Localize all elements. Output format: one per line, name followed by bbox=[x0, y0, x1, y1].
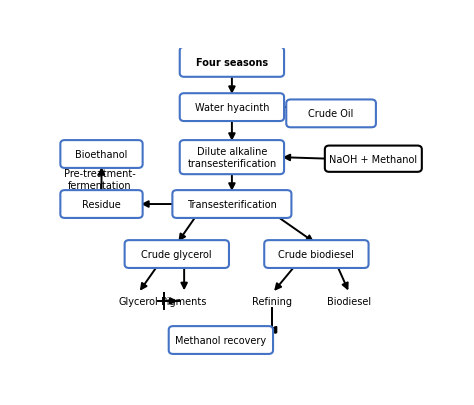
Text: Four seasons: Four seasons bbox=[196, 58, 268, 68]
FancyBboxPatch shape bbox=[180, 94, 284, 122]
FancyBboxPatch shape bbox=[60, 191, 143, 218]
Text: Pigments: Pigments bbox=[162, 296, 207, 306]
Text: Refining: Refining bbox=[252, 296, 292, 306]
Text: Dilute alkaline
transesterification: Dilute alkaline transesterification bbox=[187, 147, 276, 168]
Text: NaOH + Methanol: NaOH + Methanol bbox=[329, 154, 418, 164]
Text: Glycerol: Glycerol bbox=[118, 296, 158, 306]
FancyBboxPatch shape bbox=[173, 191, 292, 218]
FancyBboxPatch shape bbox=[169, 326, 273, 354]
Text: Residue: Residue bbox=[82, 200, 121, 209]
Text: Crude glycerol: Crude glycerol bbox=[142, 249, 212, 260]
FancyBboxPatch shape bbox=[264, 241, 369, 268]
FancyBboxPatch shape bbox=[180, 48, 284, 78]
Text: Bioethanol: Bioethanol bbox=[75, 149, 128, 160]
FancyBboxPatch shape bbox=[180, 141, 284, 175]
Text: Crude Oil: Crude Oil bbox=[309, 109, 354, 119]
Text: Methanol recovery: Methanol recovery bbox=[175, 335, 266, 345]
FancyBboxPatch shape bbox=[60, 141, 143, 168]
FancyBboxPatch shape bbox=[325, 146, 422, 173]
Text: Pre-treatment-
fermentation: Pre-treatment- fermentation bbox=[64, 169, 136, 190]
Text: Transesterification: Transesterification bbox=[187, 200, 277, 209]
FancyBboxPatch shape bbox=[125, 241, 229, 268]
FancyBboxPatch shape bbox=[286, 100, 376, 128]
Text: Crude biodiesel: Crude biodiesel bbox=[278, 249, 355, 260]
Text: Water hyacinth: Water hyacinth bbox=[195, 103, 269, 113]
Text: Biodiesel: Biodiesel bbox=[328, 296, 372, 306]
